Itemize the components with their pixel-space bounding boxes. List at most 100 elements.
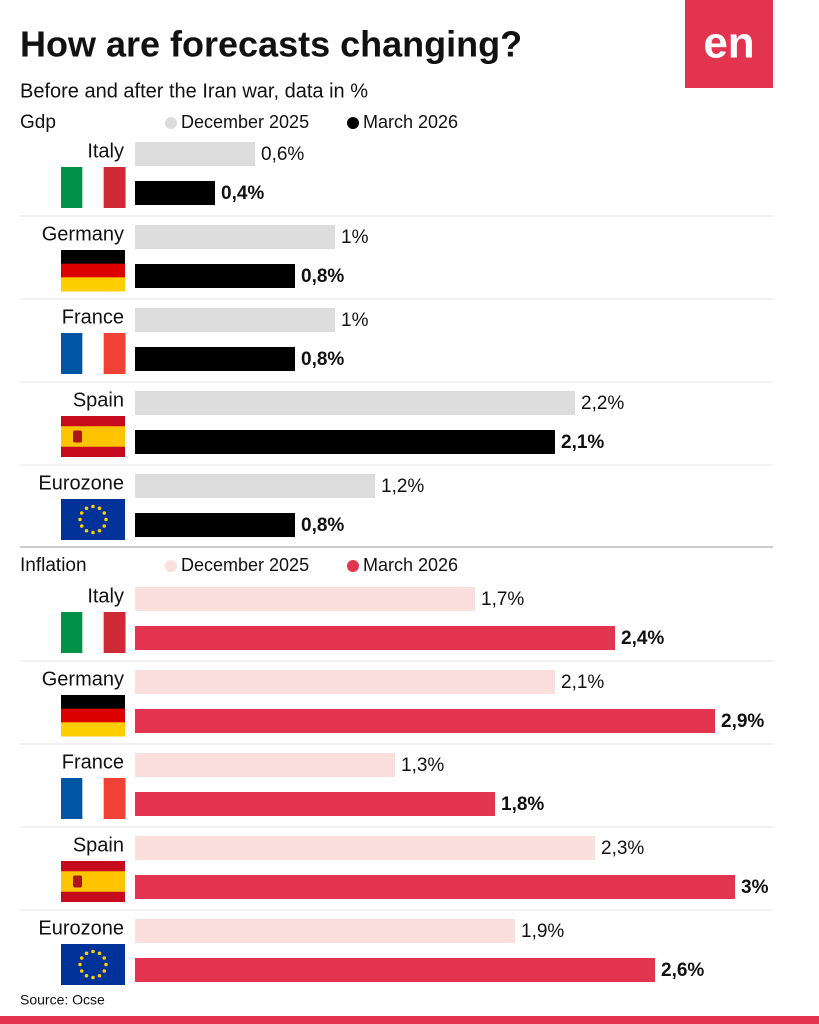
bar (135, 670, 555, 694)
legend-label: March 2026 (363, 555, 458, 575)
flag-stripe (103, 167, 126, 208)
value-label: 1% (341, 227, 369, 248)
category-label: Italy (87, 140, 124, 162)
flag-star (91, 504, 95, 509)
flag-star (79, 511, 84, 515)
flag-star (91, 530, 95, 535)
value-label: 0,6% (261, 144, 304, 165)
legend-label: December 2025 (181, 555, 309, 575)
flag-star (91, 975, 95, 980)
category-label: Spain (73, 389, 124, 411)
flag-star (97, 973, 102, 978)
flag (61, 416, 125, 457)
flag-stripe (61, 695, 125, 710)
value-label: 1,9% (521, 921, 564, 942)
flag-star (79, 956, 84, 960)
bar (135, 225, 335, 249)
value-label: 1,8% (501, 794, 544, 815)
bar (135, 142, 255, 166)
value-label: 1,7% (481, 589, 524, 610)
category-label: France (62, 306, 124, 328)
value-label: 0,4% (221, 183, 264, 204)
value-label: 2,3% (601, 838, 644, 859)
flag-stripe (61, 263, 125, 278)
flag-stripe (82, 333, 105, 374)
legend-swatch (347, 560, 359, 572)
flag-star (102, 524, 107, 528)
flag (61, 695, 125, 737)
flag-star (79, 969, 84, 973)
flag-stripe (61, 722, 125, 737)
flag-stripe (103, 612, 126, 653)
panel-title: Inflation (20, 555, 87, 576)
bar (135, 958, 655, 982)
flag-star (97, 951, 102, 956)
category-label: Eurozone (38, 917, 124, 939)
flag (61, 333, 126, 374)
category-label: Italy (87, 585, 124, 607)
flag-stripe (103, 333, 126, 374)
bar (135, 836, 595, 860)
value-label: 2,1% (561, 672, 604, 693)
bar (135, 474, 375, 498)
flag-star (97, 528, 102, 533)
flag-emblem (73, 875, 82, 888)
flag-star (84, 973, 89, 978)
value-label: 2,9% (721, 711, 764, 732)
legend-label: December 2025 (181, 112, 309, 132)
flag-stripe (82, 778, 105, 819)
bar (135, 875, 735, 899)
flag-star (97, 506, 102, 511)
flag (61, 612, 126, 653)
value-label: 2,6% (661, 960, 704, 981)
value-label: 3% (741, 877, 769, 898)
flag-star (102, 956, 107, 960)
value-label: 1,2% (381, 476, 424, 497)
flag-stripe (61, 333, 83, 374)
flag (61, 778, 126, 819)
flag (61, 944, 125, 985)
value-label: 0,8% (301, 266, 344, 287)
footer-stripe (0, 1016, 819, 1024)
flag-stripe (61, 871, 125, 892)
flag-star (78, 962, 82, 967)
flag (61, 499, 125, 540)
category-label: Germany (42, 223, 124, 245)
bar (135, 587, 475, 611)
flag-star (102, 511, 107, 515)
bar (135, 919, 515, 943)
flag-stripe (103, 778, 126, 819)
bar (135, 753, 395, 777)
category-label: France (62, 751, 124, 773)
logo-box (685, 0, 773, 88)
flag-stripe (82, 167, 105, 208)
flag-stripe (82, 612, 105, 653)
legend-swatch (165, 560, 177, 572)
bar (135, 391, 575, 415)
flag-star (84, 951, 89, 956)
flag-stripe (61, 277, 125, 292)
flag (61, 250, 125, 292)
flag-stripe (61, 250, 125, 265)
category-label: Spain (73, 834, 124, 856)
bar (135, 626, 615, 650)
value-label: 0,8% (301, 515, 344, 536)
value-label: 2,1% (561, 432, 604, 453)
flag-star (91, 949, 95, 954)
flag-stripe (61, 708, 125, 723)
flag-star (104, 962, 108, 967)
flag-stripe (61, 426, 125, 447)
flag-stripe (61, 167, 83, 208)
flag-star (84, 506, 89, 511)
bar (135, 513, 295, 537)
panel-title: Gdp (20, 112, 56, 133)
title: How are forecasts changing? (20, 24, 522, 65)
category-label: Eurozone (38, 472, 124, 494)
flag (61, 861, 125, 902)
bar (135, 430, 555, 454)
flag-star (104, 517, 108, 522)
value-label: 2,2% (581, 393, 624, 414)
flag-stripe (61, 612, 83, 653)
bar (135, 181, 215, 205)
